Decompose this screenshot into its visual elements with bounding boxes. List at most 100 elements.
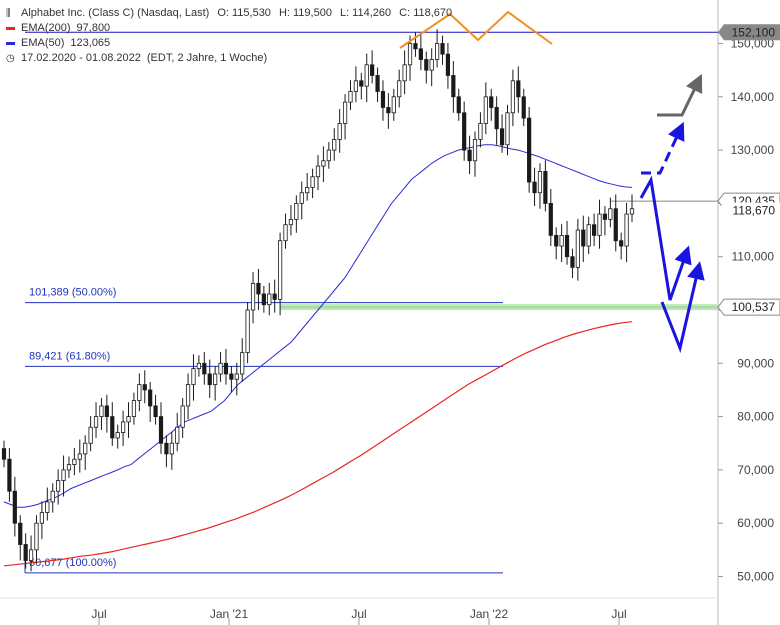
candle-body <box>218 362 223 375</box>
breakout-scenario-arrow <box>657 73 703 117</box>
candle-body <box>7 458 12 492</box>
price-flag-label: 118,670 <box>733 203 776 217</box>
ema200-line <box>3 321 633 567</box>
legend-period-row: ◷ 17.02.2020 - 01.08.2022 (EDT, 2 Jahre,… <box>6 51 452 66</box>
legend-title-row: ⫼ Alphabet Inc. (Class C) (Nasdaq, Last)… <box>6 6 452 21</box>
x-tick-label: Jul <box>91 607 106 621</box>
ema50-swatch <box>6 42 15 45</box>
ema200-label: EMA(200) <box>21 22 71 34</box>
candle-body <box>240 352 245 375</box>
candle-body <box>131 400 137 417</box>
candle-body <box>93 416 99 428</box>
candle-body <box>39 512 44 524</box>
candle-body <box>299 192 304 204</box>
candle-body <box>505 112 510 146</box>
candle-body <box>185 384 191 407</box>
price-flag: 152,100 <box>718 24 780 41</box>
ema200-swatch <box>6 27 15 30</box>
candle-body <box>608 208 613 220</box>
y-tick-label: 130,000 <box>731 143 775 157</box>
candle-body <box>472 139 478 162</box>
candle-body <box>602 213 608 220</box>
candle-body <box>342 101 348 124</box>
price-flag-label: 152,100 <box>732 25 776 39</box>
low-value: L: 114,260 <box>339 7 392 19</box>
candle-body <box>548 202 553 236</box>
candle-body <box>370 64 375 76</box>
y-tick-label: 70,000 <box>737 463 774 477</box>
ema50-label: EMA(50) <box>21 37 65 49</box>
candle-body <box>521 96 526 119</box>
legend-ema200-row: EMA(200) 97,800 <box>6 21 452 36</box>
x-tick-label: Jul <box>351 607 366 621</box>
candle-body <box>516 80 521 98</box>
candle-body <box>613 208 618 242</box>
candle-body <box>570 256 575 268</box>
candle-body <box>483 96 488 124</box>
y-tick-label: 60,000 <box>737 516 774 530</box>
candle-body <box>402 64 407 82</box>
candle-body <box>332 139 337 151</box>
period-range: 17.02.2020 - 01.08.2022 <box>21 52 141 64</box>
fib-level-label: 50,677 (100.00%) <box>29 557 116 569</box>
candle-body <box>34 522 39 551</box>
candle-body <box>380 91 386 108</box>
candle-body <box>213 373 218 386</box>
candle-body <box>250 282 256 311</box>
price-flag-box <box>718 24 780 41</box>
candle-body <box>137 384 142 402</box>
price-flag: 100,537 <box>717 298 780 316</box>
candle-body <box>499 128 505 146</box>
candle-body <box>180 405 185 428</box>
candle-body <box>153 405 158 418</box>
candle-body <box>619 240 624 247</box>
candle-body <box>61 469 66 481</box>
candle-body <box>169 442 174 455</box>
candle-body <box>278 240 283 300</box>
candle-body <box>527 117 532 183</box>
price-flag-box <box>717 298 780 316</box>
candle-body <box>510 80 515 114</box>
high-value: H: 119,500 <box>278 7 332 19</box>
candle-body <box>121 421 126 433</box>
candle-body <box>56 480 61 492</box>
candle-body <box>467 149 472 162</box>
candle-body <box>337 123 342 140</box>
candle-body <box>223 362 229 375</box>
ema50-value: 123,065 <box>70 37 111 49</box>
y-tick-label: 50,000 <box>737 570 774 584</box>
bullish-scenario-arrow <box>641 121 685 175</box>
candle-body <box>489 96 494 108</box>
y-tick-label: 110,000 <box>732 250 775 264</box>
candlestick-icon: ⫼ <box>6 8 11 19</box>
candle-body <box>158 416 164 444</box>
ema200-value: 97,800 <box>76 22 111 34</box>
candle-body <box>45 501 50 513</box>
price-flag-label: 100,537 <box>732 300 776 314</box>
candle-body <box>364 64 369 87</box>
candle-body <box>229 373 234 380</box>
y-tick-label: 90,000 <box>737 356 774 370</box>
candle-body <box>451 75 456 98</box>
candle-body <box>99 405 104 418</box>
fib-level-label: 89,421 (61.80%) <box>29 350 110 362</box>
candle-body <box>110 416 115 439</box>
candle-body <box>597 213 602 236</box>
candle-body <box>164 442 169 455</box>
candle-body <box>66 464 72 471</box>
candle-body <box>564 234 570 258</box>
candles-group <box>1 29 635 572</box>
candle-body <box>407 43 413 66</box>
candle-body <box>23 544 28 561</box>
candle-body <box>83 442 88 455</box>
candle-body <box>413 43 418 50</box>
y-tick-label: 80,000 <box>737 410 774 424</box>
candle-body <box>456 96 461 114</box>
candle-body <box>272 293 277 300</box>
candle-body <box>72 458 77 465</box>
candle-body <box>310 176 315 188</box>
candle-body <box>559 234 564 247</box>
candle-body <box>104 405 109 418</box>
